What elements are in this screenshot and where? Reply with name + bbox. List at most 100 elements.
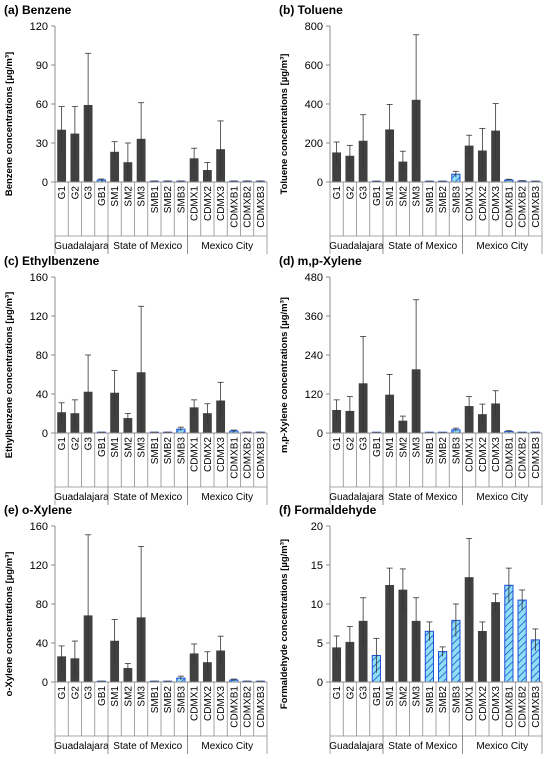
y-tick-label: 120 xyxy=(30,311,48,323)
x-tick-label: GB1 xyxy=(372,186,383,206)
x-tick-label: SMB3 xyxy=(176,186,187,214)
x-tick-label: SM2 xyxy=(398,437,409,458)
x-tick-label: G2 xyxy=(70,437,81,451)
x-tick-label: GB1 xyxy=(372,686,383,706)
x-group-label: Mexico City xyxy=(476,741,528,752)
x-tick-label: GB1 xyxy=(97,186,108,206)
x-tick-label: CDMX1 xyxy=(190,686,201,721)
x-tick-label: SMB1 xyxy=(425,186,436,214)
y-axis-label: Formaldehyde concentrations [µg/m³] xyxy=(279,539,290,709)
chart-title: (f) Formaldehyde xyxy=(279,503,377,517)
x-tick-label: CDMX3 xyxy=(491,437,502,472)
x-tick-label: CDMXB3 xyxy=(531,437,542,479)
x-tick-label: CDMX3 xyxy=(216,186,227,221)
x-tick-label: CDMX1 xyxy=(465,437,476,472)
y-tick-label: 200 xyxy=(305,138,323,150)
x-tick-label: G3 xyxy=(359,186,370,200)
chart-panel-2: (b) Toluene Toluene concentrations [µg/m³… xyxy=(279,3,543,254)
y-tick-label: 0 xyxy=(317,677,323,689)
x-tick-label: SM1 xyxy=(385,437,396,458)
y-tick-label: 120 xyxy=(30,21,48,33)
x-tick-label: SM3 xyxy=(137,437,148,458)
x-tick-label: CDMX3 xyxy=(491,686,502,721)
x-tick-label: G1 xyxy=(332,686,343,700)
x-tick-label: SM2 xyxy=(123,437,134,458)
x-tick-label: CDMXB2 xyxy=(518,686,529,728)
x-group-label: Guadalajara xyxy=(329,492,384,503)
x-tick-label: SMB3 xyxy=(176,437,187,465)
y-tick-label: 0 xyxy=(42,677,48,689)
y-tick-label: 360 xyxy=(305,311,323,323)
x-group-label: State of Mexico xyxy=(388,492,457,503)
bar-CDMX3 xyxy=(491,602,501,683)
x-tick-label: SM3 xyxy=(412,437,423,458)
y-axis-label: Toluene concentrations [µg/m³] xyxy=(279,54,290,195)
x-tick-label: GB1 xyxy=(97,437,108,457)
x-tick-label: CDMXB1 xyxy=(504,186,515,228)
x-tick-label: CDMX2 xyxy=(478,686,489,721)
x-tick-label: CDMX2 xyxy=(203,186,214,221)
x-tick-label: CDMX2 xyxy=(478,186,489,221)
y-tick-label: 240 xyxy=(305,350,323,362)
x-tick-label: CDMXB3 xyxy=(531,686,542,728)
x-tick-label: CDMXB3 xyxy=(531,186,542,228)
y-tick-label: 20 xyxy=(311,521,323,533)
x-tick-label: G3 xyxy=(84,686,95,700)
x-tick-label: SM3 xyxy=(137,686,148,707)
x-group-label: Mexico City xyxy=(476,492,528,503)
y-tick-label: 400 xyxy=(305,99,323,111)
x-tick-label: SMB3 xyxy=(451,186,462,214)
x-tick-label: SM2 xyxy=(398,686,409,707)
x-tick-label: SMB1 xyxy=(150,437,161,465)
x-group-label: Guadalajara xyxy=(54,741,109,752)
x-tick-label: SMB3 xyxy=(451,686,462,714)
x-tick-label: SM1 xyxy=(110,437,121,458)
x-tick-label: SM3 xyxy=(137,186,148,207)
y-tick-label: 120 xyxy=(30,560,48,572)
y-axis-label: m,p-Xylene concentrations [µg/m³] xyxy=(279,297,290,453)
x-tick-label: CDMX2 xyxy=(203,437,214,472)
x-tick-label: SM2 xyxy=(123,186,134,207)
x-tick-label: SM3 xyxy=(412,186,423,207)
x-tick-label: SMB2 xyxy=(163,186,174,214)
y-tick-label: 5 xyxy=(317,638,323,650)
y-tick-label: 0 xyxy=(317,428,323,440)
x-tick-label: SMB3 xyxy=(451,437,462,465)
x-tick-label: G2 xyxy=(70,686,81,700)
chart-panel-3: (c) Ethylbenzene Ethylbenzene concentrati… xyxy=(4,254,268,505)
x-tick-label: CDMX1 xyxy=(190,437,201,472)
x-tick-label: G3 xyxy=(84,437,95,451)
y-tick-label: 10 xyxy=(311,599,323,611)
x-tick-label: CDMXB2 xyxy=(243,437,254,479)
x-group-label: Mexico City xyxy=(201,741,253,752)
x-tick-label: SM1 xyxy=(385,686,396,707)
x-tick-label: G2 xyxy=(345,686,356,700)
x-tick-label: CDMX3 xyxy=(216,437,227,472)
x-tick-label: SM1 xyxy=(110,186,121,207)
x-group-label: State of Mexico xyxy=(388,741,457,752)
x-group-label: Guadalajara xyxy=(329,741,384,752)
x-tick-label: SM1 xyxy=(110,686,121,707)
x-tick-label: CDMXB2 xyxy=(243,686,254,728)
y-tick-label: 60 xyxy=(36,99,48,111)
y-tick-label: 90 xyxy=(36,60,48,72)
x-group-label: State of Mexico xyxy=(388,241,457,252)
x-tick-label: CDMXB2 xyxy=(243,186,254,228)
x-tick-label: CDMX1 xyxy=(465,686,476,721)
x-tick-label: G3 xyxy=(359,437,370,451)
x-group-label: State of Mexico xyxy=(113,492,182,503)
x-tick-label: SMB1 xyxy=(425,686,436,714)
x-tick-label: G1 xyxy=(57,437,68,451)
x-tick-label: CDMXB2 xyxy=(518,437,529,479)
x-tick-label: CDMXB1 xyxy=(229,686,240,728)
x-tick-label: CDMX2 xyxy=(478,437,489,472)
chart-title: (e) o-Xylene xyxy=(4,503,72,517)
chart-title: (a) Benzene xyxy=(4,3,72,17)
x-tick-label: CDMX1 xyxy=(465,186,476,221)
x-tick-label: SMB2 xyxy=(438,186,449,214)
x-tick-label: SM2 xyxy=(398,186,409,207)
x-tick-label: CDMXB2 xyxy=(518,186,529,228)
x-tick-label: SMB2 xyxy=(438,437,449,465)
x-tick-label: SMB1 xyxy=(425,437,436,465)
